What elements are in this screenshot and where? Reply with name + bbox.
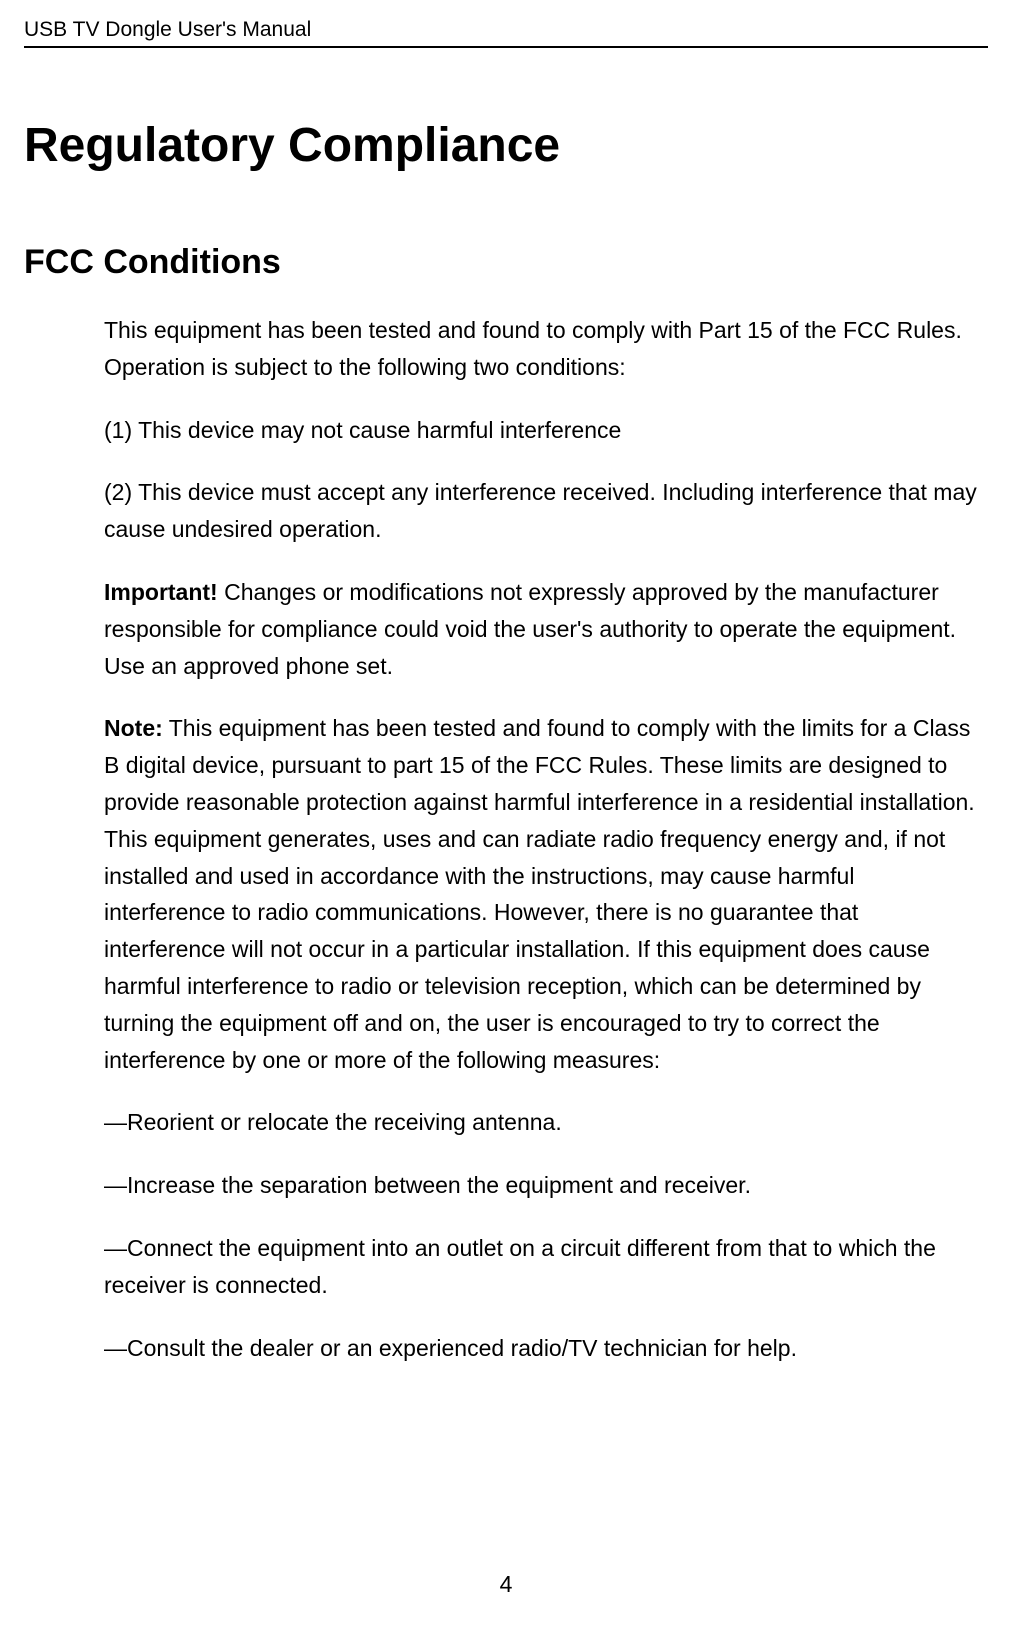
document-page: USB TV Dongle User's Manual Regulatory C… (0, 0, 1012, 1626)
paragraph-condition-1: (1) This device may not cause harmful in… (104, 412, 978, 449)
paragraph-measure-1: —Reorient or relocate the receiving ante… (104, 1104, 978, 1141)
note-label: Note: (104, 715, 163, 741)
important-text: Changes or modifications not expressly a… (104, 579, 956, 679)
paragraph-measure-3: —Connect the equipment into an outlet on… (104, 1230, 978, 1304)
section-heading: FCC Conditions (24, 243, 988, 282)
paragraph-measure-4: —Consult the dealer or an experienced ra… (104, 1330, 978, 1367)
header-title: USB TV Dongle User's Manual (24, 18, 311, 41)
page-header: USB TV Dongle User's Manual (24, 18, 988, 48)
body-content: This equipment has been tested and found… (24, 312, 988, 1366)
paragraph-measure-2: —Increase the separation between the equ… (104, 1167, 978, 1204)
paragraph-note: Note: This equipment has been tested and… (104, 710, 978, 1078)
note-text: This equipment has been tested and found… (104, 715, 975, 1072)
paragraph-important: Important! Changes or modifications not … (104, 574, 978, 684)
important-label: Important! (104, 579, 218, 605)
paragraph-condition-2: (2) This device must accept any interfer… (104, 474, 978, 548)
page-title: Regulatory Compliance (24, 118, 988, 173)
paragraph-intro: This equipment has been tested and found… (104, 312, 978, 386)
page-number: 4 (0, 1571, 1012, 1598)
